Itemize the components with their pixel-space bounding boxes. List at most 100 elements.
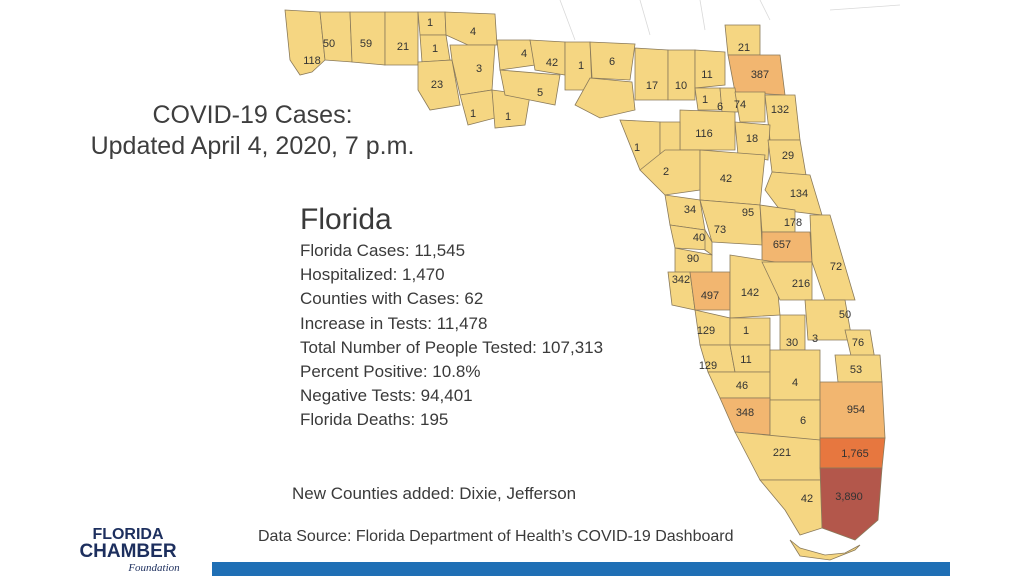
county-baker [694, 49, 726, 89]
county-label: 2 [663, 166, 669, 178]
county-label: 129 [697, 325, 715, 337]
county-label: 132 [771, 104, 789, 116]
stat-increase-in-tests: Increase in Tests: 11,478 [300, 313, 488, 333]
county-label: 21 [397, 41, 409, 53]
county-label: 5 [537, 87, 543, 99]
county-label: 1 [427, 17, 433, 29]
county-label: 17 [646, 80, 658, 92]
stat-negative-tests: Negative Tests: 94,401 [300, 386, 473, 406]
county-label: 216 [792, 278, 810, 290]
title-line-2: Updated April 4, 2020, 7 p.m. [90, 132, 415, 160]
county-label: 118 [303, 55, 321, 67]
county-wakulla [499, 69, 561, 106]
county-label: 142 [741, 287, 759, 299]
stat-people-tested: Total Number of People Tested: 107,313 [300, 337, 604, 357]
county-label: 1 [505, 111, 511, 123]
county-label: 34 [684, 204, 696, 216]
county-label: 46 [736, 380, 748, 392]
county-label: 74 [734, 99, 746, 111]
county-label: 59 [360, 38, 372, 50]
county-brevard [809, 214, 856, 301]
county-gadsden [496, 39, 536, 71]
county-label: 954 [847, 404, 865, 416]
county-taylor [574, 77, 636, 119]
county-label: 76 [852, 337, 864, 349]
bottom-accent-bar [212, 562, 950, 576]
county-label: 53 [850, 364, 862, 376]
stats-heading: Florida [300, 203, 392, 236]
county-label: 129 [699, 360, 717, 372]
county-label: 42 [546, 57, 558, 69]
county-label: 4 [470, 26, 476, 38]
county-label: 1 [702, 94, 708, 106]
county-label: 6 [800, 415, 806, 427]
county-label: 6 [717, 101, 723, 113]
stat-percent-positive: Percent Positive: 10.8% [300, 362, 481, 382]
county-label: 178 [784, 217, 802, 229]
county-label: 50 [323, 38, 335, 50]
stats-panel: Florida Florida Cases: 11,545 Hospitaliz… [300, 203, 603, 433]
county-label: 42 [720, 173, 732, 185]
data-source-note: Data Source: Florida Department of Healt… [258, 528, 734, 545]
county-label: 23 [431, 79, 443, 91]
county-label: 657 [773, 239, 791, 251]
florida-map-svg: 118 50 59 21 1 4 1 23 3 1 1 4 42 1 6 5 1… [284, 0, 901, 561]
county-label: 387 [751, 69, 769, 81]
county-label: 1,765 [841, 448, 869, 460]
county-suwannee [634, 47, 669, 101]
county-label: 1 [470, 108, 476, 120]
county-volusia [764, 171, 823, 216]
county-label: 30 [786, 337, 798, 349]
county-label: 1 [578, 60, 584, 72]
county-label: 4 [521, 48, 527, 60]
florida-keys [789, 539, 861, 561]
county-bay [417, 59, 461, 111]
county-label: 3 [476, 63, 482, 75]
county-hendry [769, 399, 821, 441]
county-walton [384, 11, 419, 66]
county-label: 134 [790, 188, 808, 200]
county-putnam [734, 121, 771, 161]
county-label: 40 [693, 232, 705, 244]
stat-florida-deaths: Florida Deaths: 195 [300, 410, 449, 430]
county-label: 10 [675, 80, 687, 92]
county-label: 3,890 [835, 491, 863, 503]
county-label: 73 [714, 224, 726, 236]
county-columbia [667, 49, 696, 101]
county-st-johns [764, 94, 801, 141]
county-label: 21 [738, 42, 750, 54]
county-label: 221 [773, 447, 791, 459]
county-miami-dade [819, 467, 883, 541]
county-label: 11 [740, 354, 751, 366]
county-glades [769, 349, 821, 401]
map-title: COVID-19 Cases: Updated April 4, 2020, 7… [60, 100, 445, 162]
county-label: 1 [743, 325, 749, 337]
logo-word-chamber: CHAMBER [79, 541, 176, 562]
county-label: 342 [672, 274, 690, 286]
county-monroe [759, 479, 823, 536]
county-santa-rosa [319, 11, 353, 63]
county-labels: 118 50 59 21 1 4 1 23 3 1 1 4 42 1 6 5 1… [303, 17, 869, 505]
county-clay [734, 91, 766, 123]
county-label: 4 [792, 377, 798, 389]
florida-chamber-logo: FLORIDA CHAMBER Foundation [66, 524, 190, 576]
county-gulf [459, 89, 496, 126]
county-label: 11 [701, 69, 712, 81]
county-label: 1 [432, 43, 438, 55]
title-line-1: COVID-19 Cases: [152, 101, 353, 129]
county-label: 497 [701, 290, 719, 302]
county-label: 116 [695, 128, 713, 140]
county-label: 42 [801, 493, 813, 505]
stat-counties-with-cases: Counties with Cases: 62 [300, 289, 484, 309]
county-label: 90 [687, 253, 699, 265]
county-label: 6 [609, 56, 615, 68]
stat-hospitalized: Hospitalized: 1,470 [300, 265, 445, 285]
county-label: 29 [782, 150, 794, 162]
county-label: 72 [830, 261, 842, 273]
county-marion [699, 149, 766, 206]
county-label: 18 [746, 133, 758, 145]
county-label: 3 [812, 333, 818, 345]
county-madison [589, 41, 636, 81]
county-shapes [284, 9, 886, 561]
county-label: 1 [634, 142, 640, 154]
